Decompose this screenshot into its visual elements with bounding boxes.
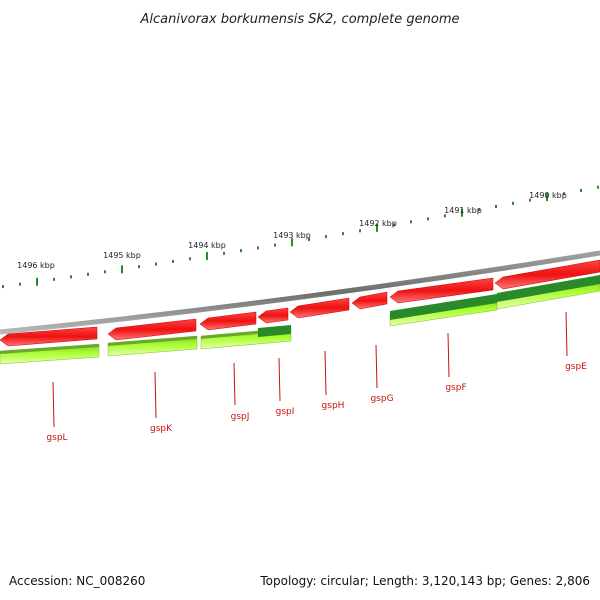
gene-label-gspF: gspF — [445, 383, 466, 393]
scale-ticks — [2, 185, 599, 289]
forward-gene-arrow — [494, 259, 600, 290]
gene-label-gspE: gspE — [565, 362, 587, 372]
gene-callout-line — [375, 344, 378, 389]
major-tick — [36, 277, 38, 286]
minor-tick — [274, 243, 276, 247]
minor-tick — [53, 277, 55, 281]
gene-callouts: gspL gspK gspJ gspI gspH gspG gspF gspE — [46, 311, 587, 443]
gene-callout-line — [324, 350, 327, 396]
minor-tick — [580, 188, 582, 192]
minor-tick — [172, 259, 174, 263]
minor-tick — [359, 229, 361, 233]
genome-stats-label: Topology: circular; Length: 3,120,143 bp… — [260, 574, 590, 588]
reverse-strand-gene — [497, 275, 600, 302]
accession-label: Accession: NC_008260 — [9, 574, 146, 588]
forward-gene-arrow — [351, 291, 388, 310]
forward-gene-arrow — [389, 277, 494, 304]
gene-label-gspI: gspI — [276, 407, 295, 417]
reverse-strand-edge — [0, 344, 99, 354]
genome-title: Alcanivorax borkumensis SK2, complete ge… — [139, 12, 459, 27]
minor-tick — [155, 262, 157, 266]
gene-label-gspH: gspH — [322, 401, 345, 411]
reverse-strand-track — [0, 275, 600, 365]
minor-tick — [563, 192, 565, 196]
minor-tick — [512, 201, 514, 205]
minor-tick — [325, 235, 327, 239]
forward-gene-arrow — [257, 307, 289, 324]
scale-labels: 1496 kbp 1495 kbp 1494 kbp 1493 kbp 1492 kbp… — [17, 191, 567, 270]
scale-label: 1491 kbp — [444, 206, 482, 215]
gene-callout-line — [447, 332, 450, 378]
gene-callout-line — [233, 362, 236, 406]
minor-tick — [257, 246, 259, 250]
minor-tick — [240, 249, 242, 253]
minor-tick — [495, 204, 497, 208]
gene-label-gspJ: gspJ — [231, 412, 250, 422]
gene-label-gspG: gspG — [370, 394, 393, 404]
major-tick — [376, 223, 378, 232]
minor-tick — [393, 223, 395, 227]
minor-tick — [138, 265, 140, 269]
reverse-strand-gene — [390, 294, 497, 320]
reverse-strand-edge — [108, 336, 197, 346]
scale-label: 1490 kbp — [529, 191, 567, 200]
minor-tick — [189, 257, 191, 261]
minor-tick — [2, 285, 4, 289]
scale-label: 1492 kbp — [359, 219, 397, 228]
forward-strand-genes — [0, 259, 600, 347]
minor-tick — [410, 220, 412, 224]
minor-tick — [427, 217, 429, 221]
forward-gene-arrow — [0, 326, 98, 347]
minor-tick — [444, 214, 446, 218]
minor-tick — [70, 275, 72, 279]
gene-callout-line — [52, 381, 55, 428]
major-tick — [206, 252, 208, 261]
minor-tick — [529, 198, 531, 202]
minor-tick — [19, 282, 21, 286]
gene-callout-line — [154, 371, 157, 419]
major-tick — [121, 265, 123, 274]
forward-gene-arrow — [107, 318, 197, 341]
minor-tick — [223, 251, 225, 255]
gene-label-gspL: gspL — [46, 433, 67, 443]
major-tick — [461, 208, 463, 217]
major-tick — [291, 238, 293, 247]
genome-backbone — [0, 250, 600, 335]
scale-label: 1495 kbp — [103, 251, 141, 260]
scale-label: 1493 kbp — [273, 231, 311, 240]
minor-tick — [87, 272, 89, 276]
forward-gene-arrow — [199, 311, 257, 331]
major-tick — [546, 192, 548, 201]
minor-tick — [104, 270, 106, 274]
gene-callout-line — [565, 311, 568, 357]
minor-tick — [597, 185, 599, 189]
gene-label-gspK: gspK — [150, 424, 173, 434]
forward-gene-arrow — [289, 297, 350, 319]
scale-label: 1496 kbp — [17, 261, 55, 270]
gene-callout-line — [278, 357, 281, 402]
minor-tick — [478, 208, 480, 212]
reverse-strand-gene — [258, 325, 291, 337]
scale-label: 1494 kbp — [188, 241, 226, 250]
minor-tick — [342, 232, 344, 236]
minor-tick — [308, 237, 310, 241]
